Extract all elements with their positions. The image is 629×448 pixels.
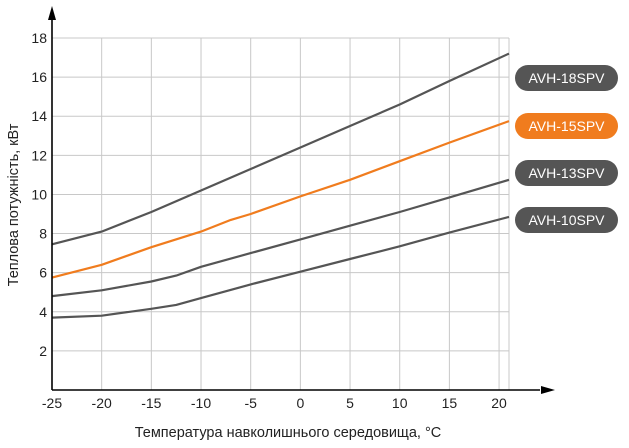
axes: [48, 6, 555, 394]
y-tick-label: 14: [31, 108, 47, 124]
legend-label: AVH-10SPV: [529, 212, 606, 228]
series-line-avh-13spv: [51, 178, 510, 298]
y-tick-label: 2: [39, 343, 47, 359]
x-tick-label: -10: [191, 395, 211, 411]
legend-item-avh-10spv: AVH-10SPV: [515, 207, 618, 233]
y-tick-label: 16: [31, 69, 47, 85]
series-lines: [51, 52, 510, 319]
series-line-avh-18spv: [51, 52, 510, 246]
x-tick-label: 20: [491, 395, 507, 411]
legend-pill: [515, 65, 618, 91]
series-line-avh-10spv: [51, 215, 510, 319]
x-tick-label: 5: [346, 395, 354, 411]
legend-pill: [515, 113, 618, 139]
y-tick-label: 4: [39, 304, 47, 320]
x-tick-label: -25: [42, 395, 62, 411]
x-tick-label: 15: [442, 395, 458, 411]
y-axis-label: Теплова потужність, кВт: [6, 123, 22, 286]
y-tick-label: 10: [31, 186, 47, 202]
y-tick-label: 18: [31, 30, 47, 46]
legend: AVH-18SPV AVH-15SPV AVH-13SPV AVH-10SPV: [515, 65, 618, 233]
series-line-avh-15spv: [51, 120, 510, 279]
y-tick-label: 12: [31, 147, 47, 163]
tick-labels: -25 -20 -15 -10 -5 0 5 10 15 20 2 4 6 8 10 12 14 16 18: [31, 30, 507, 411]
x-axis-arrow: [541, 386, 555, 394]
y-tick-label: 8: [39, 226, 47, 242]
legend-label: AVH-18SPV: [529, 70, 606, 86]
x-tick-label: -5: [244, 395, 257, 411]
legend-item-avh-15spv: AVH-15SPV: [515, 113, 618, 139]
x-axis-label: Температура навколишнього середовища, °C: [135, 425, 442, 441]
x-tick-label: -15: [141, 395, 161, 411]
legend-label: AVH-13SPV: [529, 165, 606, 181]
x-tick-label: -20: [92, 395, 112, 411]
legend-item-avh-18spv: AVH-18SPV: [515, 65, 618, 91]
x-tick-label: 10: [392, 395, 408, 411]
legend-label: AVH-15SPV: [529, 118, 606, 134]
grid: [52, 37, 510, 390]
y-axis-arrow: [48, 6, 56, 20]
x-tick-label: 0: [296, 395, 304, 411]
legend-item-avh-13spv: AVH-13SPV: [515, 160, 618, 186]
legend-pill: [515, 207, 618, 233]
legend-pill: [515, 160, 618, 186]
y-tick-label: 6: [39, 265, 47, 281]
